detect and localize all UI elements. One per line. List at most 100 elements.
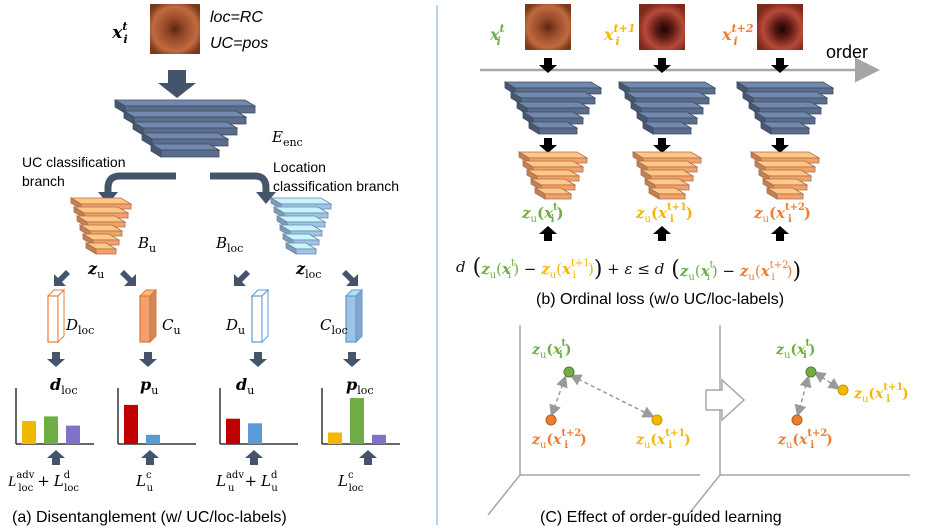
loc-branch-block xyxy=(269,197,333,255)
out-dloc: dloc xyxy=(50,375,78,397)
loc-branch-arrow xyxy=(210,172,270,194)
left-point-t1 xyxy=(651,414,663,426)
right-point-t1 xyxy=(837,384,849,396)
right-dash-t-t2 xyxy=(794,375,812,417)
cloc-head-label: Cloc xyxy=(320,316,348,337)
enc-b-1-layer-2-top xyxy=(629,101,705,109)
caption-a: (a) Disentanglement (w/ UC/loc-labels) xyxy=(12,509,287,526)
loc-branch-label-2: classification branch xyxy=(273,178,399,194)
loss-2: Lc u xyxy=(135,470,154,494)
branch-loc-layer-5-side xyxy=(285,242,297,255)
head-du-side xyxy=(261,288,269,344)
head-arrows xyxy=(54,270,358,286)
chart-p_loc-bar-2 xyxy=(372,434,386,444)
frame-label-1: xt+1 i xyxy=(603,22,636,48)
frame-label-2: xt+2 i xyxy=(721,22,754,48)
left-dash-t-t2 xyxy=(549,375,568,417)
right-dash-t-t1 xyxy=(813,371,841,390)
z-label-2: zu(xt+2 i) xyxy=(753,202,811,225)
enc-b-1-layer-4-front xyxy=(652,127,692,135)
branch-u-layer-5-side xyxy=(85,242,97,255)
branch-loc-layer-5-front xyxy=(295,248,317,255)
chart-d_loc-bar-2 xyxy=(66,425,80,444)
embedding-spaces xyxy=(487,325,910,516)
out-pu: pu xyxy=(140,375,158,397)
ordinal-formula: d (zu(xt i) − zu(xt+1 i)) + ε ≤ d (zu(xt i)… xyxy=(456,255,801,284)
enc-b-0-layer-4-front xyxy=(538,127,578,135)
bu-label: Bu xyxy=(137,234,156,255)
branch-b-1-layer-4-side xyxy=(648,187,660,200)
output-arrows xyxy=(47,352,361,367)
enc-b-2-layer-2-top xyxy=(747,101,823,109)
formula-arrow-0 xyxy=(539,226,557,241)
input-label: xt i xyxy=(111,20,127,46)
bloc-label: Bloc xyxy=(215,234,243,255)
encoder-a-layer-4-top xyxy=(149,143,221,151)
up-arrow-3 xyxy=(359,450,377,465)
enc-b-2-layer-1-top xyxy=(741,91,829,99)
order-label: order xyxy=(826,42,868,62)
enc-arrow-1 xyxy=(653,138,671,153)
enc-arrow-2 xyxy=(771,138,789,153)
encoder-a-layer-4-front xyxy=(160,149,220,158)
left-dash-t-t1 xyxy=(569,374,655,418)
frame-label-0: xt i xyxy=(489,22,505,48)
uc-branch-label-2: branch xyxy=(22,173,65,189)
frame-image-2 xyxy=(757,4,803,50)
dloc-head-label: Dloc xyxy=(65,316,94,337)
zloc-label: zloc xyxy=(295,259,321,281)
right-label-t: zu(xt i) xyxy=(775,338,815,361)
transition-arrow xyxy=(705,378,746,422)
loc-branch-label-1: Location xyxy=(273,159,326,175)
encoder-a-layer-2-top xyxy=(131,121,239,129)
down-arrow-0 xyxy=(47,352,65,367)
left-label-t2: zu(xt+2 i) xyxy=(531,428,587,451)
chart-d_u-bar-0 xyxy=(226,418,240,444)
up-arrow-2 xyxy=(245,450,263,465)
branch-b-0-layer-4-side xyxy=(534,187,546,200)
classifier-heads xyxy=(46,288,364,344)
right-point-t2 xyxy=(791,414,803,426)
branch-b-0-layer-0-top xyxy=(517,151,589,159)
panel-c: zu(xt i) zu(xt+2 i) zu(xt+1 i) zu(xt i) zu(xt+2 i… xyxy=(487,325,910,526)
enc-b-0-layer-4-side xyxy=(528,121,540,135)
ordinal-encoders: zu(xt i) zu(xt+1 i) zu(xt+2 i) xyxy=(503,58,835,241)
uc-branch-block xyxy=(69,197,133,255)
head-cloc-side xyxy=(355,288,363,344)
frame-image-1 xyxy=(639,4,685,50)
branch-b-2-layer-4-front xyxy=(776,193,804,200)
frame-arrow-0 xyxy=(539,58,557,73)
input-arrow xyxy=(158,70,196,98)
frame-image-0 xyxy=(525,4,571,50)
enc-arrow-0 xyxy=(539,138,557,153)
branch-b-2-layer-0-top xyxy=(749,151,821,159)
loss-4: Lc loc xyxy=(337,470,364,494)
up-arrow-1 xyxy=(141,450,159,465)
enc-b-1-layer-1-top xyxy=(623,91,711,99)
right-label-t1: zu(xt+1 i) xyxy=(853,382,909,405)
panel-a: xt i loc=RC UC=pos Eenc UC classification… xyxy=(7,4,400,526)
branch-u-layer-5-front xyxy=(95,248,117,255)
formula-arrow-1 xyxy=(653,226,671,241)
space-1-y-axis xyxy=(687,474,721,516)
enc-b-0-layer-1-top xyxy=(509,91,597,99)
down-arrow-3 xyxy=(343,352,361,367)
encoder-a-layer-0-top xyxy=(113,99,257,107)
left-label-t1: zu(xt+1 i) xyxy=(635,428,691,451)
chart-p_loc-bar-0 xyxy=(328,432,342,444)
panel-b: xt i xt+1 i xt+2 i order zu(xt i) zu(xt+1 i) zu(x… xyxy=(456,4,880,308)
enc-b-2-layer-4-side xyxy=(760,121,772,135)
enc-b-1-layer-0-top xyxy=(617,81,717,89)
z-label-1: zu(xt+1 i) xyxy=(635,202,693,225)
chart-p_u-bar-0 xyxy=(124,404,138,444)
enc-b-0-layer-0-top xyxy=(503,81,603,89)
encoder-label: Eenc xyxy=(271,128,303,149)
meta-loc: loc=RC xyxy=(210,9,263,26)
uc-branch-arrow xyxy=(104,172,176,194)
out-ploc: ploc xyxy=(346,375,374,397)
frame-arrow-1 xyxy=(653,58,671,73)
space-0-y-axis xyxy=(487,474,521,516)
z-label-0: zu(xt i) xyxy=(521,202,564,225)
